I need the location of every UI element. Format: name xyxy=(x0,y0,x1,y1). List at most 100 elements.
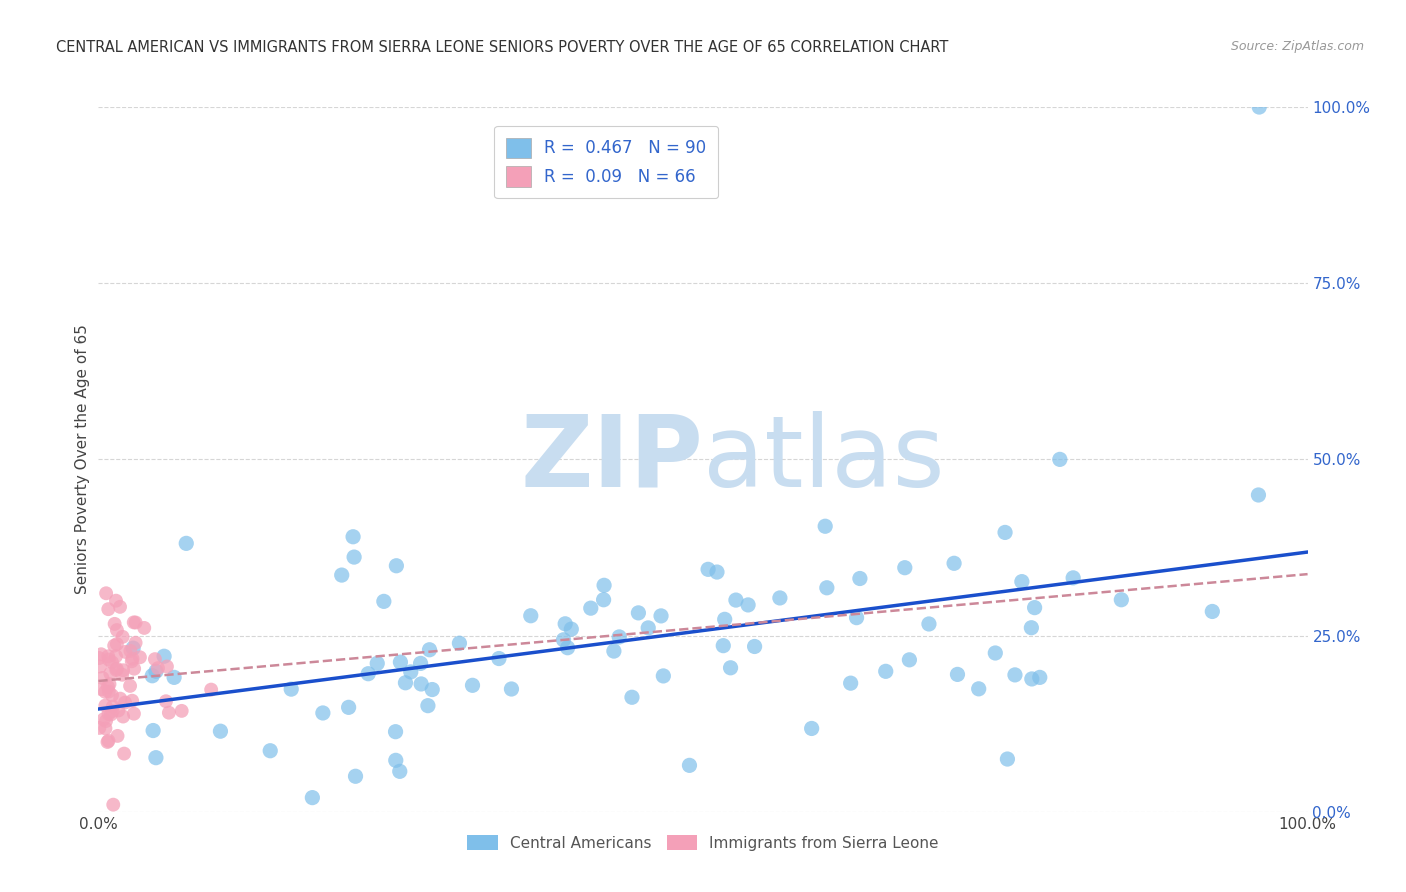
Point xyxy=(97,684,120,698)
Point xyxy=(145,665,167,679)
Point xyxy=(344,769,367,783)
Point xyxy=(697,562,720,576)
Point xyxy=(103,639,125,653)
Point xyxy=(520,608,543,623)
Point xyxy=(620,690,643,705)
Point xyxy=(1011,574,1033,589)
Point xyxy=(90,647,112,661)
Point xyxy=(607,630,630,644)
Point xyxy=(145,750,167,764)
Point xyxy=(121,651,143,665)
Point xyxy=(124,636,146,650)
Point xyxy=(122,662,145,676)
Point xyxy=(104,616,127,631)
Point xyxy=(501,681,523,696)
Point xyxy=(121,654,143,668)
Point xyxy=(394,675,416,690)
Point xyxy=(122,706,145,721)
Point xyxy=(1024,600,1046,615)
Point xyxy=(101,688,124,702)
Point xyxy=(420,682,443,697)
Point xyxy=(110,691,132,706)
Point xyxy=(637,621,659,635)
Point xyxy=(1021,621,1043,635)
Point xyxy=(174,536,197,550)
Point xyxy=(111,667,134,681)
Point xyxy=(114,645,136,659)
Point xyxy=(1004,668,1026,682)
Point xyxy=(737,598,759,612)
Point xyxy=(114,696,136,710)
Point xyxy=(713,612,735,626)
Text: ZIP: ZIP xyxy=(520,411,703,508)
Point xyxy=(918,617,941,632)
Point xyxy=(101,655,124,669)
Point xyxy=(97,652,120,666)
Point xyxy=(418,642,440,657)
Point xyxy=(101,699,124,714)
Text: Source: ZipAtlas.com: Source: ZipAtlas.com xyxy=(1230,40,1364,54)
Point xyxy=(96,735,118,749)
Point xyxy=(839,676,862,690)
Point xyxy=(93,712,115,726)
Point xyxy=(342,530,364,544)
Point xyxy=(97,649,120,664)
Point xyxy=(155,694,177,708)
Legend: Central Americans, Immigrants from Sierra Leone: Central Americans, Immigrants from Sierr… xyxy=(461,829,945,857)
Point xyxy=(711,639,734,653)
Point xyxy=(652,669,675,683)
Text: CENTRAL AMERICAN VS IMMIGRANTS FROM SIERRA LEONE SENIORS POVERTY OVER THE AGE OF: CENTRAL AMERICAN VS IMMIGRANTS FROM SIER… xyxy=(56,40,949,55)
Point xyxy=(997,752,1019,766)
Point xyxy=(815,581,838,595)
Point xyxy=(1247,488,1270,502)
Point xyxy=(124,615,146,630)
Point xyxy=(112,709,135,723)
Point xyxy=(343,550,366,565)
Point xyxy=(994,525,1017,540)
Point xyxy=(946,667,969,681)
Point xyxy=(170,704,193,718)
Point xyxy=(121,694,143,708)
Point xyxy=(209,724,232,739)
Point xyxy=(579,601,602,615)
Point xyxy=(90,682,112,697)
Point xyxy=(301,790,323,805)
Point xyxy=(156,659,179,673)
Point xyxy=(280,682,302,697)
Point xyxy=(122,615,145,630)
Point xyxy=(163,670,186,684)
Point xyxy=(97,706,120,721)
Point xyxy=(259,744,281,758)
Point xyxy=(108,599,131,614)
Point xyxy=(461,678,484,692)
Point xyxy=(627,606,650,620)
Point xyxy=(94,685,117,699)
Point xyxy=(98,677,121,691)
Point xyxy=(120,644,142,658)
Point xyxy=(143,652,166,666)
Point xyxy=(388,764,411,779)
Point xyxy=(1249,100,1271,114)
Point xyxy=(898,653,921,667)
Point xyxy=(104,649,127,664)
Point xyxy=(94,722,117,736)
Point xyxy=(449,636,471,650)
Point xyxy=(592,592,614,607)
Point xyxy=(97,602,120,616)
Point xyxy=(706,565,728,579)
Point xyxy=(97,733,120,747)
Point xyxy=(112,663,135,677)
Point xyxy=(94,698,117,713)
Point xyxy=(1111,592,1133,607)
Point xyxy=(875,665,897,679)
Point xyxy=(330,568,353,582)
Point xyxy=(94,714,117,728)
Point xyxy=(129,650,152,665)
Point xyxy=(100,707,122,722)
Point xyxy=(399,665,422,679)
Point xyxy=(557,640,579,655)
Y-axis label: Seniors Poverty Over the Age of 65: Seniors Poverty Over the Age of 65 xyxy=(75,325,90,594)
Point xyxy=(366,657,388,671)
Point xyxy=(105,663,128,677)
Point xyxy=(373,594,395,608)
